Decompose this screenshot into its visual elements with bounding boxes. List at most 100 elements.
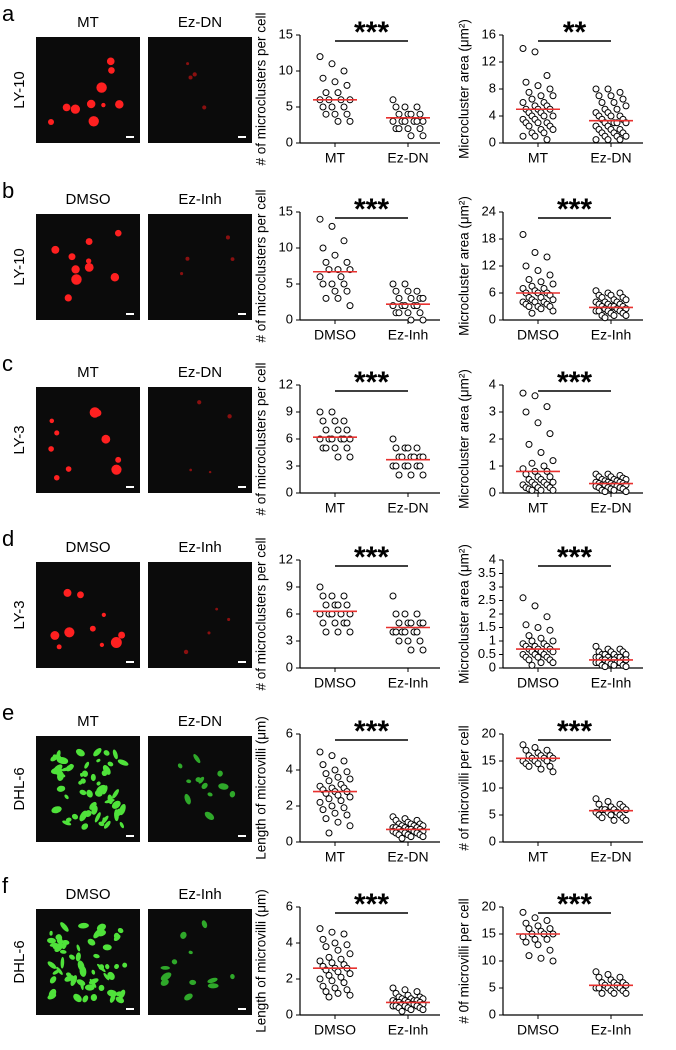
data-point bbox=[331, 939, 339, 947]
x-tick-label: Ez-Inh bbox=[591, 327, 631, 343]
data-point bbox=[416, 309, 424, 317]
y-axis-label: Microcluster area (μm²) bbox=[457, 196, 472, 336]
signal-spot bbox=[88, 116, 99, 127]
data-point bbox=[622, 132, 630, 140]
y-tick-label: 4 bbox=[489, 376, 496, 391]
data-point bbox=[416, 637, 424, 645]
signal-spot bbox=[91, 969, 96, 975]
cell-line-label: DHL-6 bbox=[11, 767, 28, 810]
data-point bbox=[419, 619, 427, 627]
data-point bbox=[395, 471, 403, 479]
data-point bbox=[346, 117, 354, 125]
y-tick-label: 10 bbox=[482, 952, 496, 967]
data-point bbox=[340, 417, 348, 425]
signal-spot bbox=[70, 104, 81, 114]
signal-spot bbox=[84, 761, 90, 769]
y-tick-label: 0 bbox=[489, 311, 496, 326]
signal-spot bbox=[60, 922, 69, 932]
signal-spot bbox=[90, 994, 98, 1001]
data-point bbox=[392, 444, 400, 452]
y-tick-label: 6 bbox=[489, 284, 496, 299]
data-point bbox=[346, 991, 354, 999]
signal-spot bbox=[110, 273, 120, 282]
x-tick-label: MT bbox=[325, 150, 346, 166]
signal-spot bbox=[98, 984, 105, 992]
data-point bbox=[319, 103, 327, 111]
signal-spot bbox=[188, 75, 193, 80]
data-point bbox=[543, 72, 551, 79]
image-label: Ez-Inh bbox=[178, 191, 221, 208]
x-tick-label: Ez-DN bbox=[387, 150, 428, 166]
data-point bbox=[546, 85, 554, 93]
signal-spot bbox=[112, 749, 118, 760]
signal-spot bbox=[184, 793, 191, 805]
data-point bbox=[549, 296, 557, 304]
data-point bbox=[525, 303, 533, 310]
y-tick-label: 20 bbox=[482, 725, 496, 740]
data-point bbox=[331, 251, 339, 259]
signal-spot bbox=[107, 971, 115, 980]
data-point bbox=[395, 294, 403, 302]
data-point bbox=[319, 74, 327, 82]
y-tick-label: 15 bbox=[482, 752, 496, 767]
data-point bbox=[546, 473, 554, 481]
data-point bbox=[622, 816, 630, 824]
data-point bbox=[549, 112, 557, 120]
x-tick-label: Ez-DN bbox=[590, 500, 631, 516]
data-point bbox=[595, 92, 603, 100]
signal-spot bbox=[204, 811, 215, 821]
signal-spot bbox=[64, 294, 72, 302]
data-point bbox=[549, 92, 557, 100]
data-point bbox=[534, 82, 542, 90]
data-point bbox=[592, 85, 600, 93]
data-point bbox=[604, 136, 612, 144]
data-point bbox=[519, 594, 527, 602]
data-point bbox=[610, 816, 618, 824]
data-point bbox=[604, 85, 612, 93]
y-tick-label: 0 bbox=[286, 484, 293, 499]
y-tick-label: 6 bbox=[286, 605, 293, 620]
signal-spot bbox=[75, 952, 81, 962]
signal-spot bbox=[50, 767, 63, 775]
data-point bbox=[340, 979, 348, 987]
signal-spot bbox=[71, 265, 80, 274]
x-tick-label: Ez-Inh bbox=[591, 1022, 631, 1038]
data-point bbox=[604, 971, 612, 978]
data-point bbox=[549, 457, 557, 465]
x-tick-label: DMSO bbox=[517, 1022, 559, 1038]
micrograph bbox=[148, 562, 252, 668]
data-point bbox=[325, 829, 333, 837]
significance-label: *** bbox=[557, 541, 592, 574]
data-point bbox=[343, 811, 351, 819]
data-point bbox=[549, 280, 557, 288]
data-point bbox=[392, 462, 400, 470]
image-label: Ez-Inh bbox=[178, 886, 221, 903]
data-point bbox=[392, 610, 400, 618]
y-tick-label: 3 bbox=[489, 578, 496, 593]
cell-line-label: LY-3 bbox=[11, 600, 28, 629]
signal-spot bbox=[91, 805, 98, 815]
data-point bbox=[537, 305, 545, 313]
x-tick-label: MT bbox=[528, 849, 549, 865]
data-point bbox=[343, 601, 351, 609]
micrograph bbox=[148, 214, 252, 320]
data-point bbox=[395, 125, 403, 133]
signal-spot bbox=[101, 434, 111, 444]
signal-spot bbox=[192, 72, 197, 77]
signal-spot bbox=[77, 591, 84, 599]
signal-spot bbox=[186, 779, 192, 784]
signal-spot bbox=[217, 770, 223, 777]
micrograph bbox=[148, 37, 252, 143]
data-point bbox=[389, 96, 397, 104]
data-point bbox=[534, 760, 542, 768]
data-point bbox=[546, 626, 554, 634]
data-point bbox=[334, 946, 342, 954]
signal-spot bbox=[111, 800, 121, 809]
signal-spot bbox=[122, 962, 128, 968]
data-point bbox=[519, 231, 527, 238]
data-point bbox=[334, 818, 342, 826]
y-tick-label: 10 bbox=[482, 779, 496, 794]
y-tick-label: 15 bbox=[482, 925, 496, 940]
significance-label: *** bbox=[354, 541, 389, 574]
significance-label: *** bbox=[557, 888, 592, 921]
